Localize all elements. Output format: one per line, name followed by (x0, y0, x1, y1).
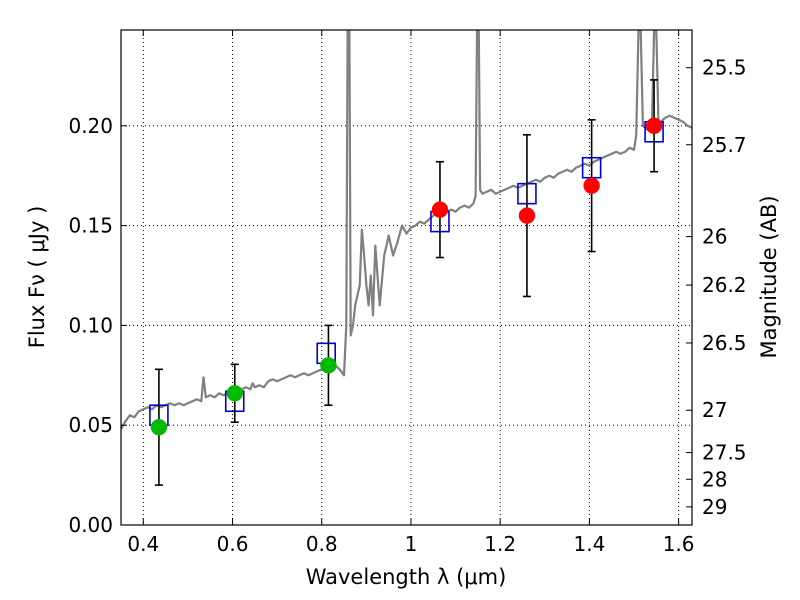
y-tick-label: 0.20 (68, 114, 113, 138)
x-tick-label: 1 (405, 532, 418, 556)
mag-tick-label: 26 (702, 225, 727, 249)
observed-point (320, 357, 337, 374)
grid (121, 30, 692, 526)
observed-point (431, 201, 449, 218)
x-tick-label: 0.6 (217, 532, 249, 556)
y-axis-title-right: Magnitude (AB) (757, 195, 781, 358)
mag-tick-label: 25.5 (702, 56, 747, 80)
plot-background (121, 30, 692, 525)
mag-tick-label: 27.5 (702, 441, 747, 465)
observed-point (645, 117, 663, 135)
x-tick-label: 0.8 (306, 532, 338, 556)
mag-tick-label: 28 (702, 467, 727, 491)
ticks: 0.4 0.6 0.8 1 1.2 1.4 1.6 0.00 0.05 0.10 0.15 0.20 2… (68, 30, 747, 556)
x-tick-label: 1.4 (573, 532, 605, 556)
y-tick-label: 0.00 (68, 513, 113, 537)
x-tick-label: 0.4 (127, 532, 159, 556)
y-tick-label: 0.05 (68, 413, 113, 437)
x-axis-title: Wavelength λ (μm) (306, 565, 507, 589)
mag-tick-label: 25.7 (702, 133, 747, 157)
x-tick-label: 1.6 (663, 532, 695, 556)
y-tick-label: 0.10 (68, 313, 113, 337)
observed-point (518, 207, 536, 224)
observed-point (583, 177, 600, 194)
observed-point (150, 418, 168, 436)
y-axis-title-left: Flux Fν ( μJy ) (25, 206, 49, 349)
mag-tick-label: 26.2 (702, 273, 747, 297)
mag-tick-label: 29 (702, 495, 727, 519)
y-tick-label: 0.15 (68, 214, 113, 238)
mag-tick-label: 27 (702, 398, 727, 422)
mag-tick-label: 26.5 (702, 331, 747, 355)
plot-frame (120, 29, 693, 526)
marker-layer (149, 79, 664, 486)
x-tick-label: 1.2 (484, 532, 516, 556)
observed-point (226, 385, 244, 402)
